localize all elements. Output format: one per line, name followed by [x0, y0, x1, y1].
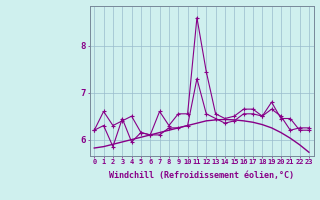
- X-axis label: Windchill (Refroidissement éolien,°C): Windchill (Refroidissement éolien,°C): [109, 171, 294, 180]
